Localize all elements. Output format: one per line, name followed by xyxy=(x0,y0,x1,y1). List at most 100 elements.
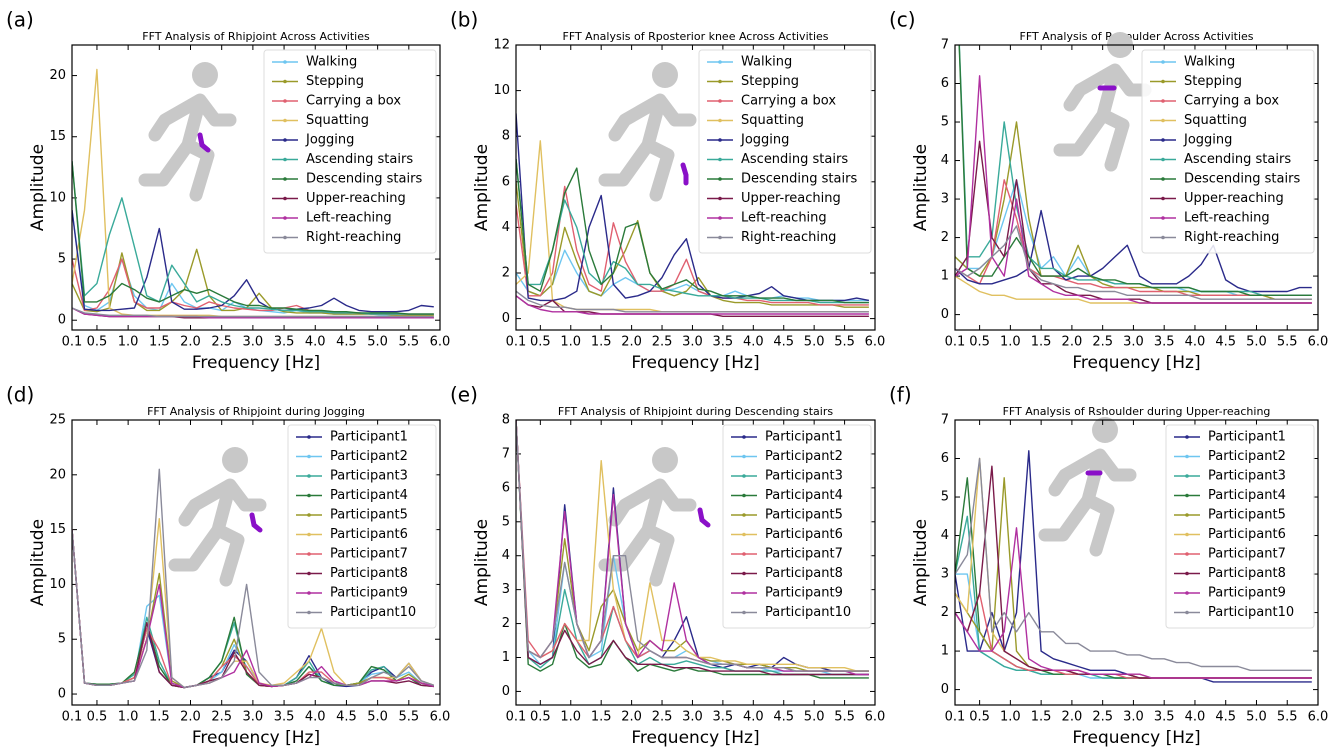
legend-box xyxy=(1141,49,1315,254)
y-tick-label: 25 xyxy=(49,413,66,428)
legend-marker xyxy=(1161,196,1165,201)
legend-marker xyxy=(283,79,287,84)
series-line xyxy=(516,295,869,317)
legend-marker xyxy=(742,571,746,576)
y-tick-label: 8 xyxy=(502,129,510,144)
legend-label: Descending stairs xyxy=(306,172,422,187)
x-tick-label: 3.5 xyxy=(274,710,295,725)
x-tick-label: 0.1 xyxy=(506,710,527,725)
panel-label: (c) xyxy=(889,8,916,32)
legend-label: Participant2 xyxy=(330,449,408,464)
legend: Walking Stepping Carrying a box Squatting Jo… xyxy=(1141,49,1315,254)
legend: Participant1 Participant2 Participant3 Part… xyxy=(1165,424,1315,629)
legend-label: Stepping xyxy=(1184,74,1242,89)
series-line xyxy=(955,527,1312,679)
legend-label: Participant5 xyxy=(330,508,408,523)
legend-label: Ascending stairs xyxy=(306,152,413,167)
legend-marker xyxy=(1161,235,1165,240)
legend-marker xyxy=(1161,60,1165,64)
chart-title: FFT Analysis of Rhipjoint Across Activit… xyxy=(142,30,370,43)
x-tick-label: 1.0 xyxy=(1000,335,1021,350)
y-tick-label: 0 xyxy=(58,313,66,328)
legend-marker xyxy=(1185,552,1189,556)
legend-marker xyxy=(718,118,722,123)
x-tick-label: 2.0 xyxy=(180,710,201,725)
legend-label: Stepping xyxy=(741,74,799,89)
legend-label: Participant4 xyxy=(330,488,408,503)
legend-label: Participant6 xyxy=(765,527,843,542)
x-tick-label: 2.5 xyxy=(652,335,673,350)
legend-label: Participant7 xyxy=(1208,547,1286,562)
legend-label: Participant1 xyxy=(330,430,408,445)
x-tick-label: 4.0 xyxy=(305,335,326,350)
series-line xyxy=(72,307,434,319)
series-line xyxy=(72,468,435,689)
icon-highlight xyxy=(249,512,263,533)
y-tick-label: 5 xyxy=(941,115,949,130)
x-tick-label: 5.5 xyxy=(834,335,855,350)
x-tick-label: 1.0 xyxy=(560,710,581,725)
x-tick-label: 5.5 xyxy=(398,710,419,725)
legend-label: Participant8 xyxy=(765,566,843,581)
chart-title: FFT Analysis of Rshoulder during Upper-r… xyxy=(1003,405,1271,418)
x-axis-label: Frequency [Hz] xyxy=(192,728,320,748)
series-line xyxy=(516,185,869,306)
panel-label: (f) xyxy=(889,383,912,407)
y-tick-label: 5 xyxy=(58,632,66,647)
panel-label: (e) xyxy=(450,383,478,407)
series-line xyxy=(72,529,434,689)
legend-box xyxy=(722,424,872,629)
y-tick-label: 2 xyxy=(941,230,949,245)
x-tick-label: 0.5 xyxy=(530,335,551,350)
y-tick-label: 3 xyxy=(941,192,949,207)
legend-label: Participant10 xyxy=(765,605,851,620)
legend-label: Jogging xyxy=(305,133,354,148)
y-axis-label: Amplitude xyxy=(472,519,492,606)
legend-marker xyxy=(742,591,746,595)
legend-label: Participant10 xyxy=(330,605,416,620)
chart-title: FFT Analysis of Rposterior knee Across A… xyxy=(563,30,829,43)
legend-label: Ascending stairs xyxy=(741,152,848,167)
chart-title: FFT Analysis of Rshoulder Across Activit… xyxy=(1020,30,1254,43)
legend-label: Squatting xyxy=(741,113,804,128)
legend-label: Left-reaching xyxy=(741,211,827,226)
legend-label: Upper-reaching xyxy=(306,191,406,206)
y-tick-label: 7 xyxy=(502,446,510,461)
series-line xyxy=(516,295,869,315)
x-tick-label: 0.5 xyxy=(969,335,990,350)
legend-label: Upper-reaching xyxy=(741,191,841,206)
legend-marker xyxy=(283,196,287,201)
x-tick-label: 0.5 xyxy=(530,710,551,725)
icon-head xyxy=(1092,417,1118,443)
body-icon xyxy=(1053,32,1152,172)
legend-marker xyxy=(1185,493,1189,498)
x-tick-label: 6.0 xyxy=(865,710,886,725)
icon-highlight xyxy=(697,507,711,528)
legend-box xyxy=(1165,424,1315,629)
panel: (c) FFT Analysis of Rshoulder Across Acti… xyxy=(889,8,1328,374)
x-tick-label: 3.0 xyxy=(243,335,264,350)
x-tick-label: 1.5 xyxy=(149,335,170,350)
x-tick-label: 1.5 xyxy=(1031,710,1052,725)
panel: (d) FFT Analysis of Rhipjoint during Jogg… xyxy=(6,383,450,749)
lines xyxy=(72,468,435,689)
legend-label: Participant8 xyxy=(330,566,408,581)
lines xyxy=(516,113,870,317)
legend-marker xyxy=(307,513,311,517)
y-tick-label: 10 xyxy=(49,190,66,205)
y-tick-label: 4 xyxy=(502,220,510,235)
legend-marker xyxy=(742,474,746,478)
body-icon xyxy=(138,62,237,202)
legend-label: Walking xyxy=(1184,55,1235,70)
x-tick-label: 5.5 xyxy=(398,335,419,350)
legend-box xyxy=(698,49,872,254)
y-tick-label: 0 xyxy=(58,687,66,702)
x-axis-label: Frequency [Hz] xyxy=(631,353,759,373)
x-tick-label: 4.5 xyxy=(336,335,357,350)
legend-marker xyxy=(718,99,722,103)
body-icon xyxy=(168,447,267,587)
y-tick-label: 1 xyxy=(941,269,949,284)
y-tick-label: 15 xyxy=(49,522,66,537)
legend-marker xyxy=(307,610,311,615)
legend-label: Left-reaching xyxy=(306,211,392,226)
